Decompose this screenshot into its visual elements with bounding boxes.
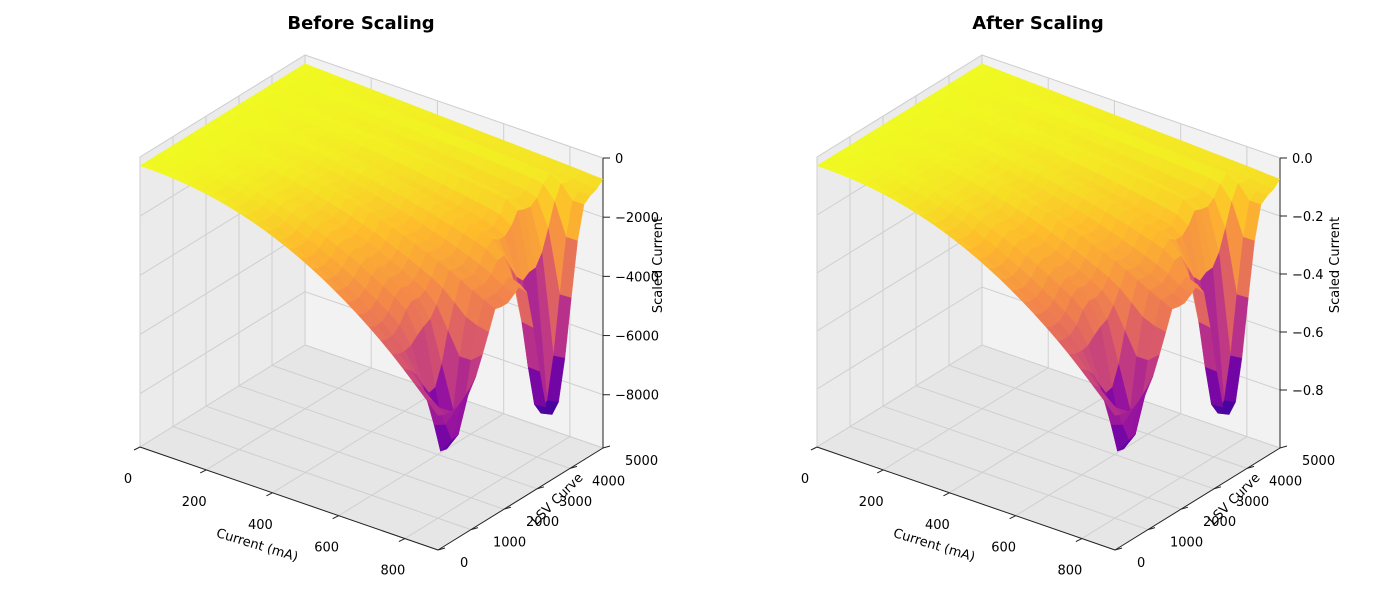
x-tick-mark [266, 492, 273, 497]
y-tick-label: 2000 [1203, 515, 1236, 530]
z-tick-label: 0.0 [1292, 152, 1313, 167]
y-tick-label: 0 [1137, 556, 1145, 571]
y-axis-line [1114, 447, 1281, 551]
y-tick-mark [1213, 486, 1222, 490]
y-tick-label: 3000 [1236, 495, 1269, 510]
x-tick-label: 200 [182, 495, 207, 510]
z-tick-label: −0.4 [1292, 268, 1324, 283]
x-axis-line [816, 446, 1116, 551]
y-tick-label: 4000 [1269, 474, 1302, 489]
y-tick-mark [503, 506, 512, 510]
z-gridline [816, 286, 1281, 391]
surface-patch [426, 399, 445, 416]
z-gridline [139, 54, 604, 159]
x-tick-mark [943, 492, 950, 497]
y-gridline [172, 136, 472, 531]
y-tick-label: 5000 [1302, 454, 1335, 469]
x-tick-mark [810, 446, 818, 451]
y-tick-mark [1246, 465, 1255, 469]
y-tick-mark [536, 486, 545, 490]
x-tick-label: 0 [124, 472, 132, 487]
z-tick-label: −0.6 [1292, 326, 1324, 341]
surface [139, 63, 604, 452]
y-tick-label: 0 [460, 556, 468, 571]
y-tick-mark [437, 547, 446, 551]
y-tick-label: 4000 [592, 474, 625, 489]
y-tick-mark [470, 527, 479, 531]
y-tick-label: 2000 [526, 515, 559, 530]
x-axis-line [139, 446, 439, 551]
y-tick-label: 5000 [625, 454, 658, 469]
x-tick-label: 0 [801, 472, 809, 487]
z-gridline [816, 54, 1281, 159]
z-tick-label: 0 [615, 152, 623, 167]
x-tick-label: 600 [991, 541, 1016, 556]
chart-title: After Scaling [972, 13, 1104, 34]
y-tick-mark [602, 445, 611, 449]
x-tick-label: 400 [248, 518, 273, 533]
y-gridline [205, 116, 505, 510]
x-tick-mark [876, 469, 884, 474]
z-axis-label: Scaled Current [1328, 217, 1343, 313]
z-tick-label: −0.2 [1292, 210, 1324, 225]
z-tick-label: −6000 [615, 330, 659, 345]
y-gridline [882, 116, 1182, 510]
x-tick-mark [332, 515, 339, 520]
z-axis-label: Scaled Current [651, 217, 666, 313]
z-tick-label: −8000 [615, 389, 659, 404]
x-tick-mark [1009, 515, 1016, 520]
x-tick-mark [1075, 538, 1083, 543]
z-tick-label: −0.8 [1292, 384, 1324, 399]
x-tick-mark [398, 538, 406, 543]
z-gridline [139, 291, 604, 396]
surface-patch [1103, 399, 1122, 416]
y-tick-label: 3000 [559, 495, 592, 510]
y-tick-mark [1114, 547, 1123, 551]
y-tick-mark [1180, 506, 1189, 510]
x-tick-label: 800 [1057, 564, 1082, 579]
surface [816, 63, 1281, 452]
x-tick-label: 200 [859, 495, 884, 510]
x-tick-mark [133, 446, 141, 451]
y-tick-label: 1000 [1170, 536, 1203, 551]
z-tick-label: −4000 [615, 270, 659, 285]
y-tick-label: 1000 [493, 536, 526, 551]
chart-title: Before Scaling [287, 13, 434, 34]
x-tick-label: 400 [925, 518, 950, 533]
x-tick-mark [199, 469, 207, 474]
x-tick-label: 600 [314, 541, 339, 556]
y-gridline [849, 136, 1149, 531]
y-axis-line [437, 447, 604, 551]
z-tick-label: −2000 [615, 211, 659, 226]
x-tick-label: 800 [380, 564, 405, 579]
y-tick-mark [1279, 445, 1288, 449]
y-tick-mark [569, 465, 578, 469]
y-tick-mark [1147, 527, 1156, 531]
